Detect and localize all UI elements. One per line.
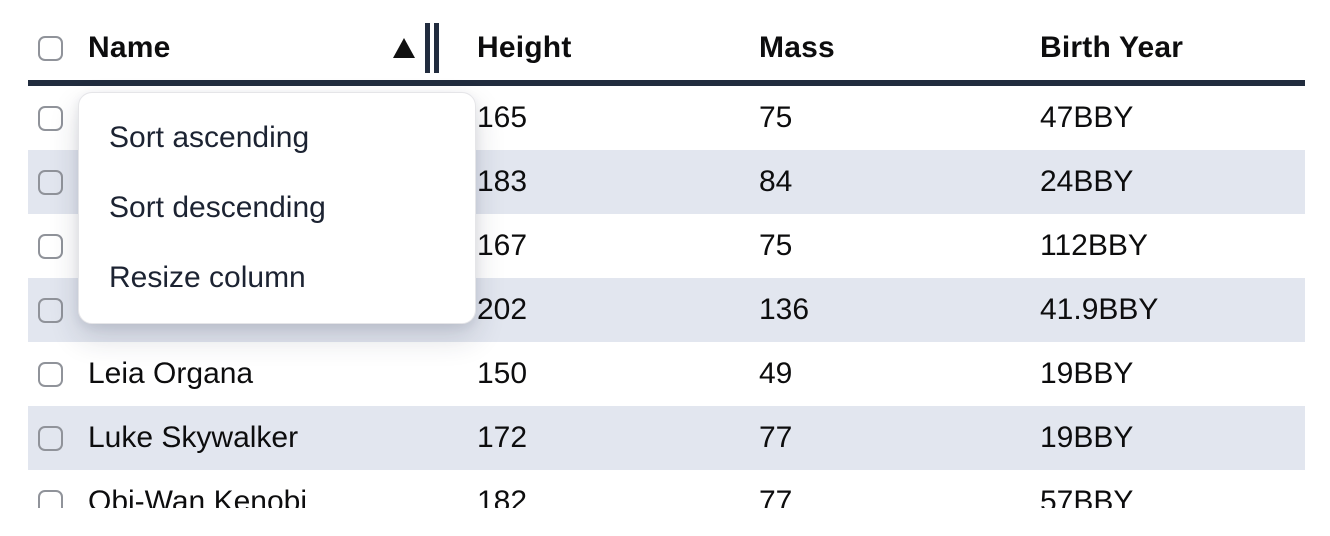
cell-birth-year: 19BBY — [1040, 421, 1134, 454]
cell-height: 202 — [477, 293, 528, 326]
cell-mass: 136 — [759, 293, 810, 326]
cell-mass: 77 — [759, 485, 793, 508]
column-header-birth-year[interactable]: Birth Year — [1040, 31, 1184, 64]
cell-height: 150 — [477, 357, 528, 390]
cell-mass: 84 — [759, 165, 793, 198]
row-checkbox-cell — [28, 361, 88, 387]
column-header-name-label[interactable]: Name — [88, 31, 171, 64]
row-checkbox-cell — [28, 169, 88, 195]
column-resize-handle[interactable] — [425, 23, 439, 73]
table-row: Leia Organa 150 49 19BBY — [28, 342, 1305, 406]
row-checkbox-cell — [28, 489, 88, 508]
cell-birth-year: 112BBY — [1040, 229, 1148, 262]
cell-mass: 75 — [759, 229, 793, 262]
cell-height: 183 — [477, 165, 528, 198]
cell-mass: 75 — [759, 101, 793, 134]
column-context-menu: Sort ascending Sort descending Resize co… — [78, 92, 476, 324]
column-header-name[interactable]: Name — [88, 23, 477, 73]
row-checkbox[interactable] — [38, 489, 63, 508]
cell-birth-year: 24BBY — [1040, 165, 1134, 198]
row-checkbox[interactable] — [38, 297, 63, 323]
row-checkbox-cell — [28, 105, 88, 131]
sort-ascending-icon — [393, 38, 415, 58]
cell-birth-year: 57BBY — [1040, 485, 1134, 508]
header-checkbox-cell — [28, 35, 88, 61]
row-checkbox[interactable] — [38, 169, 63, 195]
row-checkbox-cell — [28, 425, 88, 451]
menu-item-resize-column[interactable]: Resize column — [109, 261, 306, 294]
cell-name: Luke Skywalker — [88, 421, 299, 454]
table-row: Obi-Wan Kenobi 182 77 57BBY — [28, 470, 1305, 508]
row-checkbox-cell — [28, 297, 88, 323]
column-header-mass[interactable]: Mass — [759, 31, 835, 64]
cell-height: 167 — [477, 229, 528, 262]
cell-mass: 49 — [759, 357, 793, 390]
cell-height: 165 — [477, 101, 528, 134]
cell-birth-year: 47BBY — [1040, 101, 1134, 134]
column-header-height[interactable]: Height — [477, 31, 572, 64]
cell-birth-year: 41.9BBY — [1040, 293, 1159, 326]
cell-mass: 77 — [759, 421, 793, 454]
table-header-row: Name Height Mass Birth Year — [28, 0, 1305, 86]
row-checkbox[interactable] — [38, 425, 63, 451]
row-checkbox-cell — [28, 233, 88, 259]
resize-bar-icon — [434, 23, 439, 73]
menu-item-sort-ascending[interactable]: Sort ascending — [109, 121, 310, 154]
table-row: 167 75 112BBY — [28, 214, 1305, 278]
table-row: 165 75 47BBY — [28, 86, 1305, 150]
table-row: Luke Skywalker 172 77 19BBY — [28, 406, 1305, 470]
resize-bar-icon — [425, 23, 430, 73]
select-all-checkbox[interactable] — [38, 35, 63, 61]
cell-height: 172 — [477, 421, 528, 454]
cell-name: Leia Organa — [88, 357, 254, 390]
cell-name: Obi-Wan Kenobi — [88, 485, 307, 508]
row-checkbox[interactable] — [38, 233, 63, 259]
menu-item-sort-descending[interactable]: Sort descending — [109, 191, 326, 224]
row-checkbox[interactable] — [38, 361, 63, 387]
cell-birth-year: 19BBY — [1040, 357, 1134, 390]
cell-height: 182 — [477, 485, 528, 508]
row-checkbox[interactable] — [38, 105, 63, 131]
